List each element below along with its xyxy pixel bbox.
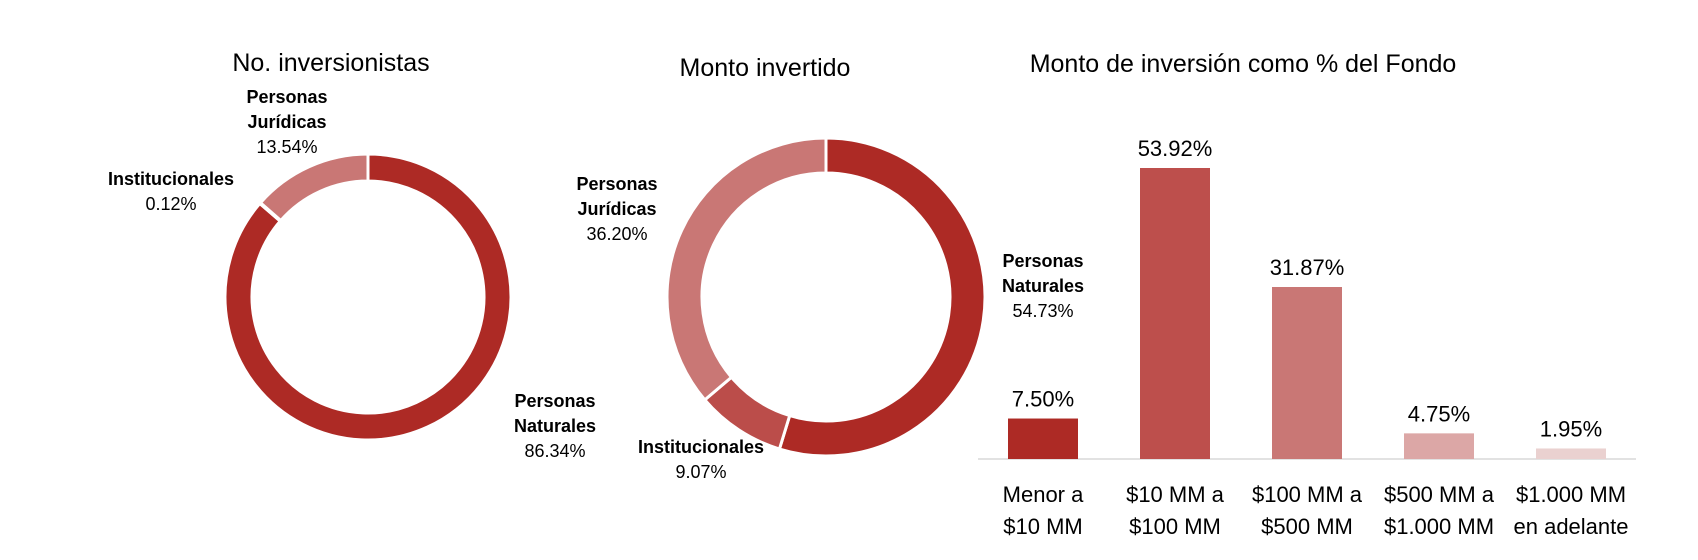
bar-chart-porcentaje: 7.50% Menor a $10 MM 53.92% $10 MM a $100 MM 3… bbox=[978, 136, 1636, 539]
chart-title-inversionistas: No. inversionistas bbox=[232, 49, 429, 77]
donut-slice-personas-jur-dicas bbox=[258, 152, 370, 223]
category-label-1: Menor a $10 MM bbox=[1003, 482, 1084, 539]
donut-label-institucionales: Institucionales 0.12% bbox=[108, 169, 234, 214]
bar-1 bbox=[1008, 418, 1078, 459]
category-label-3: $100 MM a $500 MM bbox=[1252, 482, 1363, 539]
bar-value-label-4: 4.75% bbox=[1408, 401, 1470, 426]
donut-slice-personas-naturales bbox=[223, 152, 513, 442]
donut-label-institucionales: Institucionales 9.07% bbox=[638, 437, 764, 482]
donut-chart-monto: Personas Naturales 54.73% Institucionales 9.… bbox=[576, 136, 1084, 482]
category-label-2: $10 MM a $100 MM bbox=[1126, 482, 1225, 539]
donut-label-personas-jur-dicas: Personas Jurídicas 13.54% bbox=[246, 87, 327, 157]
chart-title-monto: Monto invertido bbox=[680, 54, 851, 82]
bar-value-label-2: 53.92% bbox=[1138, 136, 1213, 161]
bar-3 bbox=[1272, 287, 1342, 459]
bar-value-label-1: 7.50% bbox=[1012, 387, 1074, 412]
bar-value-label-3: 31.87% bbox=[1270, 255, 1345, 280]
donut-slice-personas-naturales bbox=[777, 136, 987, 458]
donut-label-personas-naturales: Personas Naturales 54.73% bbox=[1002, 251, 1084, 321]
bar-4 bbox=[1404, 433, 1474, 459]
donut-slice-personas-jur-dicas bbox=[665, 136, 828, 402]
donut-label-personas-naturales: Personas Naturales 86.34% bbox=[514, 391, 596, 461]
category-label-5: $1.000 MM en adelante bbox=[1514, 482, 1629, 539]
donut-label-personas-jur-dicas: Personas Jurídicas 36.20% bbox=[576, 174, 657, 244]
bar-5 bbox=[1536, 448, 1606, 459]
donut-chart-inversionistas: Personas Naturales 86.34% Institucionales 0.… bbox=[108, 87, 596, 461]
category-label-4: $500 MM a $1.000 MM bbox=[1384, 482, 1495, 539]
chart-title-porcentaje: Monto de inversión como % del Fondo bbox=[1030, 50, 1457, 78]
bar-2 bbox=[1140, 168, 1210, 459]
bar-value-label-5: 1.95% bbox=[1540, 416, 1602, 441]
